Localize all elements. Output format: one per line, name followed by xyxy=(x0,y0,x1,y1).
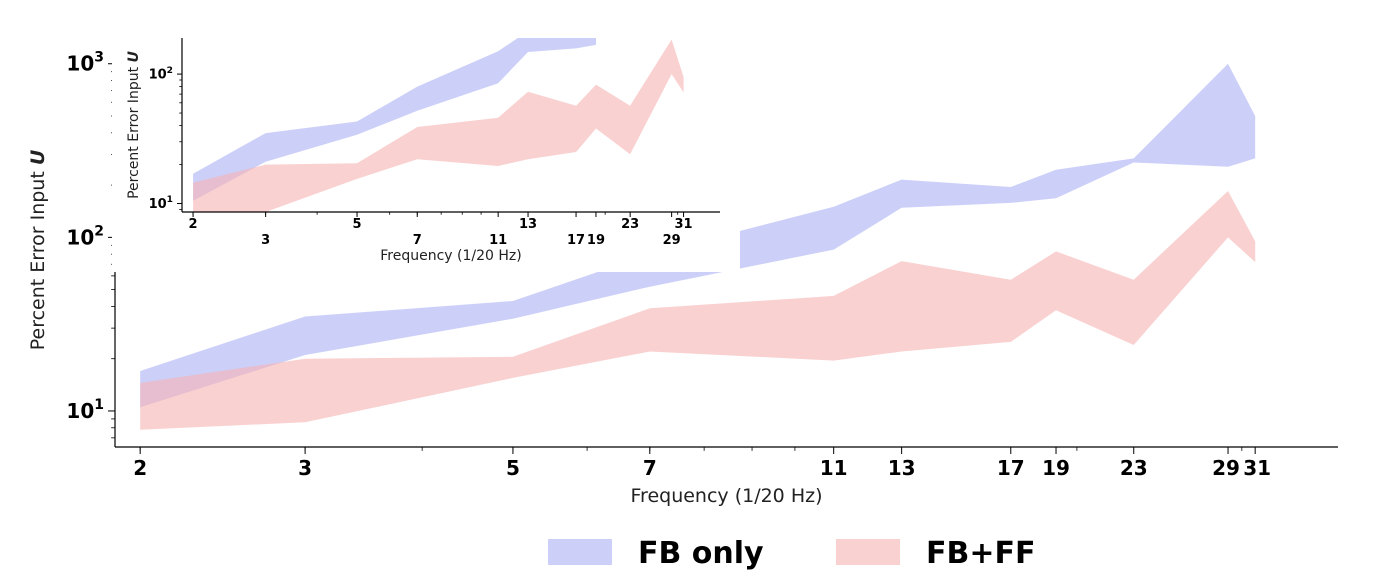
main-y-axis-label: Percent Error Input U xyxy=(27,149,49,350)
main-x-tick-label: 19 xyxy=(1042,456,1070,480)
inset-y-tick-exponent: 1 xyxy=(167,195,173,205)
inset-series-band-fb-only xyxy=(193,38,596,201)
main-x-tick-label: 17 xyxy=(997,456,1025,480)
legend-label-fb-ff: FB+FF xyxy=(926,536,1035,570)
main-x-tick-label: 11 xyxy=(820,456,848,480)
legend-label-fb-only: FB only xyxy=(638,536,764,570)
legend: FB only FB+FF xyxy=(548,536,1035,570)
main-y-tick-exponent: 3 xyxy=(94,50,104,66)
inset-x-tick-label: 5 xyxy=(353,217,362,232)
inset-x-tick-label: 29 xyxy=(663,233,681,248)
inset-x-tick-label: 7 xyxy=(413,233,422,248)
main-x-tick-label: 5 xyxy=(506,456,520,480)
main-x-tick-label: 23 xyxy=(1120,456,1148,480)
inset-series-band-fb-ff xyxy=(193,39,684,212)
inset-y-tick-exponent: 2 xyxy=(167,66,173,76)
inset-x-tick-label: 11 xyxy=(489,233,507,248)
inset-x-tick-label: 23 xyxy=(621,217,639,232)
main-x-axis-label: Frequency (1/20 Hz) xyxy=(631,485,823,507)
legend-swatch-fb-only xyxy=(548,539,612,565)
inset-y-axis-label: Percent Error Input U xyxy=(126,50,142,198)
main-x-tick-label: 2 xyxy=(133,456,147,480)
main-y-tick-label: 103 xyxy=(66,50,104,76)
inset-x-axis-label: Frequency (1/20 Hz) xyxy=(380,248,521,264)
inset-x-tick-label: 19 xyxy=(587,233,605,248)
inset-x-tick-label: 2 xyxy=(189,217,198,232)
main-y-axis-label-symbol: U xyxy=(27,149,49,165)
main-x-tick-label: 13 xyxy=(888,456,916,480)
main-x-tick-label: 7 xyxy=(643,456,657,480)
inset-x-tick-label: 3 xyxy=(261,233,270,248)
legend-swatch-fb-ff xyxy=(836,539,900,565)
main-y-tick-exponent: 2 xyxy=(94,223,104,239)
main-series-band-fb-only xyxy=(140,63,1256,408)
main-series-band-fb-ff xyxy=(140,191,1256,430)
main-x-tick-label: 31 xyxy=(1243,456,1271,480)
main-y-tick-label: 102 xyxy=(66,223,104,249)
main-y-tick-exponent: 1 xyxy=(94,397,104,413)
inset-x-tick-label: 13 xyxy=(519,217,537,232)
inset-y-axis-label-symbol: U xyxy=(126,50,142,62)
main-x-tick-label: 3 xyxy=(298,456,312,480)
main-x-tick-label: 29 xyxy=(1212,456,1240,480)
main-y-tick-label: 101 xyxy=(66,397,104,423)
inset-x-tick-label: 31 xyxy=(675,217,693,232)
main-series-group xyxy=(140,63,1256,430)
inset-x-tick-label: 17 xyxy=(567,233,585,248)
inset-series-group xyxy=(193,38,684,212)
